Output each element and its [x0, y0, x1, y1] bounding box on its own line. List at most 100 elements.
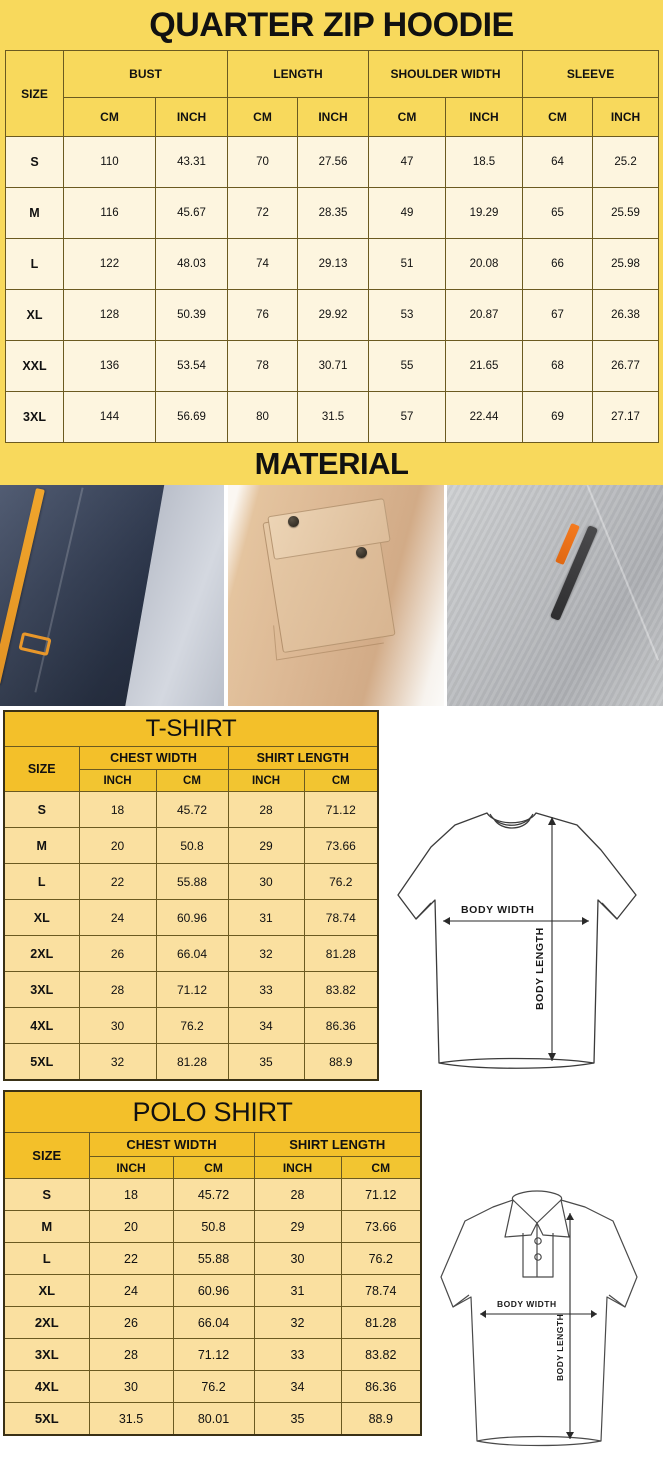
hoodie-cell-length-inch: 28.35 [297, 187, 370, 239]
table-row: L 22 55.88 30 76.2 [3, 863, 379, 900]
tshirt-header-shirt-length: SHIRT LENGTH [227, 746, 379, 770]
hoodie-cell-sleeve-cm: 67 [522, 289, 594, 341]
tshirt-cell-length-cm: 76.2 [303, 863, 379, 900]
polo-cell-length-inch: 34 [253, 1370, 342, 1403]
table-row: 3XL 28 71.12 33 83.82 [3, 1338, 422, 1371]
polo-cell-size: 2XL [3, 1306, 90, 1339]
polo-cell-chest-inch: 20 [88, 1210, 174, 1243]
hoodie-cell-size: 3XL [5, 391, 64, 443]
polo-cell-chest-inch: 30 [88, 1370, 174, 1403]
polo-cell-chest-inch: 18 [88, 1178, 174, 1211]
hoodie-cell-sleeve-inch: 26.77 [592, 340, 660, 392]
tshirt-cell-length-cm: 86.36 [303, 1007, 379, 1044]
polo-unit-length-cm: CM [340, 1156, 422, 1179]
hoodie-cell-bust-cm: 110 [63, 136, 156, 188]
tshirt-cell-length-cm: 71.12 [303, 791, 379, 828]
tshirt-cell-length-inch: 35 [227, 1043, 305, 1081]
polo-cell-chest-cm: 60.96 [172, 1274, 255, 1307]
tshirt-cell-chest-cm: 81.28 [155, 1043, 229, 1081]
polo-cell-chest-inch: 31.5 [88, 1402, 174, 1436]
tshirt-cell-size: S [3, 791, 80, 828]
table-row: 4XL 30 76.2 34 86.36 [3, 1007, 379, 1044]
navy-hoodie-zip-pocket-photo [0, 485, 224, 706]
table-row: L 122 48.03 74 29.13 51 20.08 66 25.98 [5, 238, 660, 290]
hoodie-cell-shoulder-cm: 47 [368, 136, 447, 188]
polo-header-size: SIZE [3, 1132, 90, 1179]
tshirt-unit-chest-inch: INCH [78, 769, 157, 792]
hoodie-unit-shoulder-cm: CM [368, 97, 447, 137]
hoodie-cell-size: L [5, 238, 64, 290]
tshirt-body-width-label: BODY WIDTH [461, 904, 534, 916]
hoodie-cell-length-inch: 30.71 [297, 340, 370, 392]
tshirt-cell-chest-inch: 22 [78, 863, 157, 900]
polo-unit-chest-inch: INCH [88, 1156, 174, 1179]
polo-unit-chest-cm: CM [172, 1156, 255, 1179]
polo-unit-length-inch: INCH [253, 1156, 342, 1179]
hoodie-cell-length-inch: 29.92 [297, 289, 370, 341]
table-row: S 110 43.31 70 27.56 47 18.5 64 25.2 [5, 136, 660, 188]
tshirt-cell-chest-cm: 50.8 [155, 827, 229, 864]
navy-fabric [0, 485, 224, 706]
tshirt-cell-size: 2XL [3, 935, 80, 972]
table-row: 3XL 28 71.12 33 83.82 [3, 971, 379, 1008]
tshirt-cell-chest-cm: 45.72 [155, 791, 229, 828]
polo-measurement-diagram: BODY WIDTH BODY LENGTH [440, 1190, 638, 1447]
hoodie-cell-bust-inch: 45.67 [154, 187, 229, 239]
polo-cell-chest-inch: 26 [88, 1306, 174, 1339]
polo-cell-chest-inch: 24 [88, 1274, 174, 1307]
tshirt-cell-size: L [3, 863, 80, 900]
hoodie-cell-bust-inch: 48.03 [154, 238, 229, 290]
tshirt-cell-length-inch: 28 [227, 791, 305, 828]
tshirt-cell-length-inch: 31 [227, 899, 305, 936]
hoodie-cell-bust-inch: 53.54 [154, 340, 229, 392]
polo-cell-size: 3XL [3, 1338, 90, 1371]
khaki-flap-pocket-photo [228, 485, 444, 706]
hoodie-cell-sleeve-inch: 25.2 [592, 136, 660, 188]
hoodie-unit-length-cm: CM [227, 97, 299, 137]
polo-cell-size: 5XL [3, 1402, 90, 1436]
hoodie-cell-sleeve-cm: 69 [522, 391, 594, 443]
hoodie-cell-sleeve-cm: 65 [522, 187, 594, 239]
table-row: 4XL 30 76.2 34 86.36 [3, 1370, 422, 1403]
polo-header-row-groups: SIZE CHEST WIDTH SHIRT LENGTH [3, 1132, 422, 1179]
table-row: 2XL 26 66.04 32 81.28 [3, 935, 379, 972]
hoodie-cell-length-cm: 78 [227, 340, 299, 392]
hoodie-cell-shoulder-cm: 55 [368, 340, 447, 392]
hoodie-cell-sleeve-cm: 64 [522, 136, 594, 188]
polo-cell-length-inch: 30 [253, 1242, 342, 1275]
hoodie-cell-shoulder-cm: 53 [368, 289, 447, 341]
hoodie-cell-shoulder-inch: 22.44 [445, 391, 524, 443]
snap-button-icon [288, 516, 299, 527]
hoodie-cell-sleeve-inch: 27.17 [592, 391, 660, 443]
hoodie-unit-sleeve-inch: INCH [592, 97, 660, 137]
tshirt-table-body: T-SHIRT SIZE CHEST WIDTH SHIRT LENGTH IN… [3, 710, 379, 1081]
polo-cell-length-cm: 86.36 [340, 1370, 422, 1403]
polo-cell-length-cm: 73.66 [340, 1210, 422, 1243]
tshirt-cell-size: 5XL [3, 1043, 80, 1081]
tshirt-size-table: T-SHIRT SIZE CHEST WIDTH SHIRT LENGTH IN… [3, 710, 380, 1081]
hoodie-unit-bust-inch: INCH [154, 97, 229, 137]
polo-cell-length-cm: 71.12 [340, 1178, 422, 1211]
table-row: XL 128 50.39 76 29.92 53 20.87 67 26.38 [5, 289, 660, 341]
hoodie-cell-size: S [5, 136, 64, 188]
hoodie-cell-length-cm: 72 [227, 187, 299, 239]
hoodie-cell-size: XXL [5, 340, 64, 392]
table-row: S 18 45.72 28 71.12 [3, 791, 379, 828]
polo-cell-length-cm: 78.74 [340, 1274, 422, 1307]
tshirt-cell-chest-inch: 30 [78, 1007, 157, 1044]
table-row: XL 24 60.96 31 78.74 [3, 899, 379, 936]
grey-heather-fabric [447, 485, 663, 706]
tshirt-cell-size: XL [3, 899, 80, 936]
hoodie-cell-length-inch: 27.56 [297, 136, 370, 188]
table-row: 5XL 32 81.28 35 88.9 [3, 1043, 379, 1081]
hoodie-cell-sleeve-inch: 25.59 [592, 187, 660, 239]
table-row: M 20 50.8 29 73.66 [3, 1210, 422, 1243]
hoodie-cell-length-cm: 70 [227, 136, 299, 188]
tshirt-cell-chest-inch: 26 [78, 935, 157, 972]
hoodie-unit-length-inch: INCH [297, 97, 370, 137]
hoodie-header-shoulder-width: SHOULDER WIDTH [368, 50, 524, 98]
polo-cell-chest-inch: 28 [88, 1338, 174, 1371]
hoodie-table-body: S 110 43.31 70 27.56 47 18.5 64 25.2 M 1… [5, 136, 660, 443]
material-photo-strip [0, 485, 663, 706]
hoodie-cell-length-inch: 29.13 [297, 238, 370, 290]
